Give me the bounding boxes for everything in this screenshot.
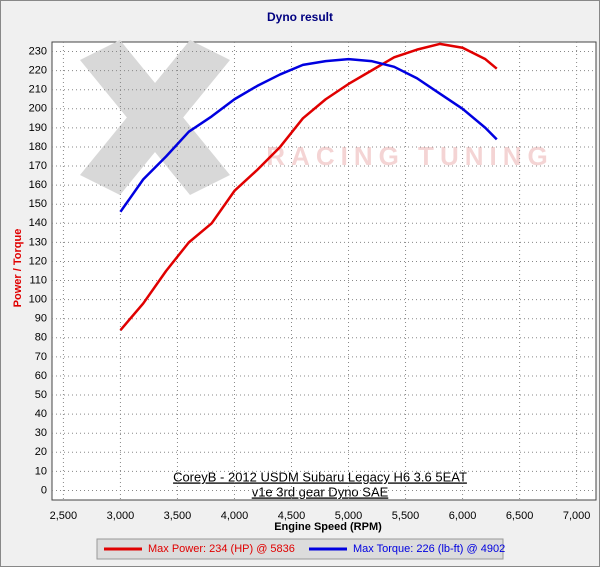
y-tick-label: 120 xyxy=(29,255,47,267)
x-tick-label: 5,000 xyxy=(335,510,363,522)
chart-title: Dyno result xyxy=(267,10,333,24)
x-axis-label: Engine Speed (RPM) xyxy=(274,521,382,533)
x-tick-label: 3,000 xyxy=(107,510,135,522)
y-tick-label: 140 xyxy=(29,217,47,229)
y-tick-label: 0 xyxy=(41,484,47,496)
y-axis-label: Power / Torque xyxy=(12,229,24,308)
y-tick-label: 200 xyxy=(29,103,47,115)
x-tick-label: 2,500 xyxy=(50,510,78,522)
annotation: CoreyB - 2012 USDM Subaru Legacy H6 3.6 … xyxy=(173,469,467,484)
x-tick-label: 6,000 xyxy=(449,510,477,522)
y-tick-label: 90 xyxy=(35,313,47,325)
y-tick-label: 10 xyxy=(35,465,47,477)
y-tick-label: 60 xyxy=(35,370,47,382)
y-tick-label: 150 xyxy=(29,198,47,210)
x-tick-label: 4,500 xyxy=(278,510,306,522)
x-tick-label: 7,000 xyxy=(563,510,591,522)
annotation: v1e 3rd gear Dyno SAE xyxy=(252,484,389,499)
y-tick-label: 40 xyxy=(35,408,47,420)
y-tick-label: 210 xyxy=(29,84,47,96)
y-tick-label: 100 xyxy=(29,294,47,306)
series-line xyxy=(119,42,498,331)
y-tick-label: 190 xyxy=(29,122,47,134)
y-tick-label: 30 xyxy=(35,427,47,439)
series-line xyxy=(119,57,498,213)
y-tick-label: 230 xyxy=(29,45,47,57)
y-tick-label: 130 xyxy=(29,236,47,248)
y-tick-label: 180 xyxy=(29,141,47,153)
watermark: RACING TUNING xyxy=(266,141,553,171)
y-tick-label: 80 xyxy=(35,332,47,344)
y-tick-label: 170 xyxy=(29,160,47,172)
y-tick-label: 220 xyxy=(29,65,47,77)
x-tick-label: 4,000 xyxy=(221,510,249,522)
x-tick-label: 3,500 xyxy=(164,510,192,522)
y-tick-label: 110 xyxy=(29,274,47,286)
legend-label: Max Power: 234 (HP) @ 5836 xyxy=(148,543,295,555)
x-tick-label: 5,500 xyxy=(392,510,420,522)
x-tick-label: 6,500 xyxy=(506,510,534,522)
y-tick-label: 20 xyxy=(35,446,47,458)
y-tick-label: 160 xyxy=(29,179,47,191)
watermark-logo xyxy=(80,40,230,195)
y-tick-label: 70 xyxy=(35,351,47,363)
y-tick-label: 50 xyxy=(35,389,47,401)
legend-label: Max Torque: 226 (lb-ft) @ 4902 xyxy=(353,543,505,555)
legend xyxy=(96,538,504,560)
